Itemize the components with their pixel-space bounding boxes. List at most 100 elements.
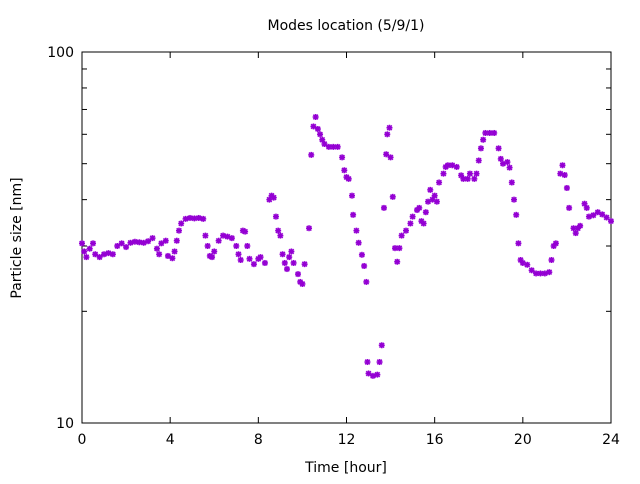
data-point [384,131,391,138]
plot-frame [81,51,612,424]
data-point [86,245,93,252]
data-point [552,240,559,247]
data-point [475,157,482,164]
data-point [295,271,302,278]
data-point [561,172,568,179]
data-point [427,186,434,193]
data-point [387,154,394,161]
data-point [191,215,198,222]
data-point [109,251,116,258]
data-point [228,235,235,242]
x-tick-label: 24 [602,432,620,448]
data-point [583,204,590,211]
data-point [403,227,410,234]
data-point [528,267,535,274]
data-point [79,240,85,247]
data-point [169,255,176,262]
data-point [270,194,277,201]
data-point [546,269,553,276]
data-point [250,261,257,268]
x-tick-label: 20 [514,432,532,448]
x-tick-label: 16 [426,432,444,448]
data-point [235,251,242,258]
chart-title: Modes location (5/9/1) [268,18,425,34]
data-point [566,204,573,211]
data-point [497,155,504,162]
data-point [173,237,180,244]
data-point [563,184,570,191]
data-point [330,143,337,150]
data-point [127,239,134,246]
data-point [209,254,216,261]
x-tick-label: 4 [166,432,175,448]
data-point [308,151,315,158]
data-point [286,254,293,261]
data-point [317,131,324,138]
data-point [524,261,531,268]
x-axis-label: Time [hour] [304,460,387,476]
data-point [608,218,614,225]
data-point [299,280,306,287]
data-point [374,371,381,378]
data-point [577,222,584,229]
data-point [202,232,209,239]
data-point [416,204,423,211]
axis-ticks: 0 4 8 12 16 20 24 10 100 [47,45,620,448]
data-point [383,151,390,158]
data-point [389,193,396,200]
data-point [321,140,328,147]
data-point [187,214,194,221]
data-point [237,257,244,264]
data-point [114,242,121,249]
data-point [334,143,341,150]
data-point [361,262,368,269]
data-point [433,198,440,205]
data-point [380,204,387,211]
data-point [195,214,202,221]
data-point [204,242,211,249]
data-point [200,215,207,222]
data-point [175,227,182,234]
data-point [158,240,165,247]
data-point [83,254,90,261]
data-point [590,212,597,219]
data-point [156,251,163,258]
data-point [396,245,403,252]
x-tick-label: 0 [78,432,87,448]
data-point [349,192,356,199]
data-point [149,235,156,242]
y-tick-label: 10 [56,416,74,432]
data-point [365,370,372,377]
data-point [358,251,365,258]
data-point [599,211,606,218]
data-point [242,228,249,235]
data-point [123,244,130,251]
data-point [473,170,480,177]
data-point [301,261,308,268]
data-point [376,359,383,366]
data-point [603,214,610,221]
data-point [272,213,279,220]
data-point [398,232,405,239]
data-point [246,255,253,262]
data-point [477,145,484,152]
data-point [480,136,487,143]
data-point [440,170,447,177]
data-point [508,179,515,186]
data-point [511,196,518,203]
data-point [464,175,471,182]
data-point [378,342,385,349]
data-point [431,192,438,199]
data-point [153,245,160,252]
data-point [495,145,502,152]
data-point [345,175,352,182]
data-point [215,237,222,244]
data-point [355,239,362,246]
data-point [394,258,401,265]
data-point [409,213,416,220]
data-point [96,254,103,261]
data-point [341,167,348,174]
data-point [306,225,313,232]
data-point [275,227,282,234]
data-point [471,175,478,182]
